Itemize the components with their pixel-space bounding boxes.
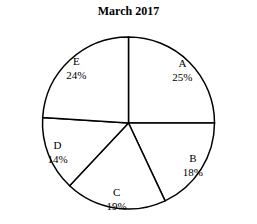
svg-text:14%: 14% — [47, 153, 67, 165]
svg-text:19%: 19% — [106, 200, 126, 212]
svg-text:E: E — [73, 55, 80, 67]
svg-text:B: B — [189, 152, 196, 164]
svg-text:D: D — [54, 139, 62, 151]
svg-text:A: A — [178, 57, 186, 69]
svg-text:24%: 24% — [66, 69, 86, 81]
svg-text:C: C — [113, 186, 120, 198]
svg-text:18%: 18% — [183, 166, 203, 178]
html-text:March 2017: March 2017 — [97, 4, 160, 18]
svg-text:25%: 25% — [172, 71, 192, 83]
